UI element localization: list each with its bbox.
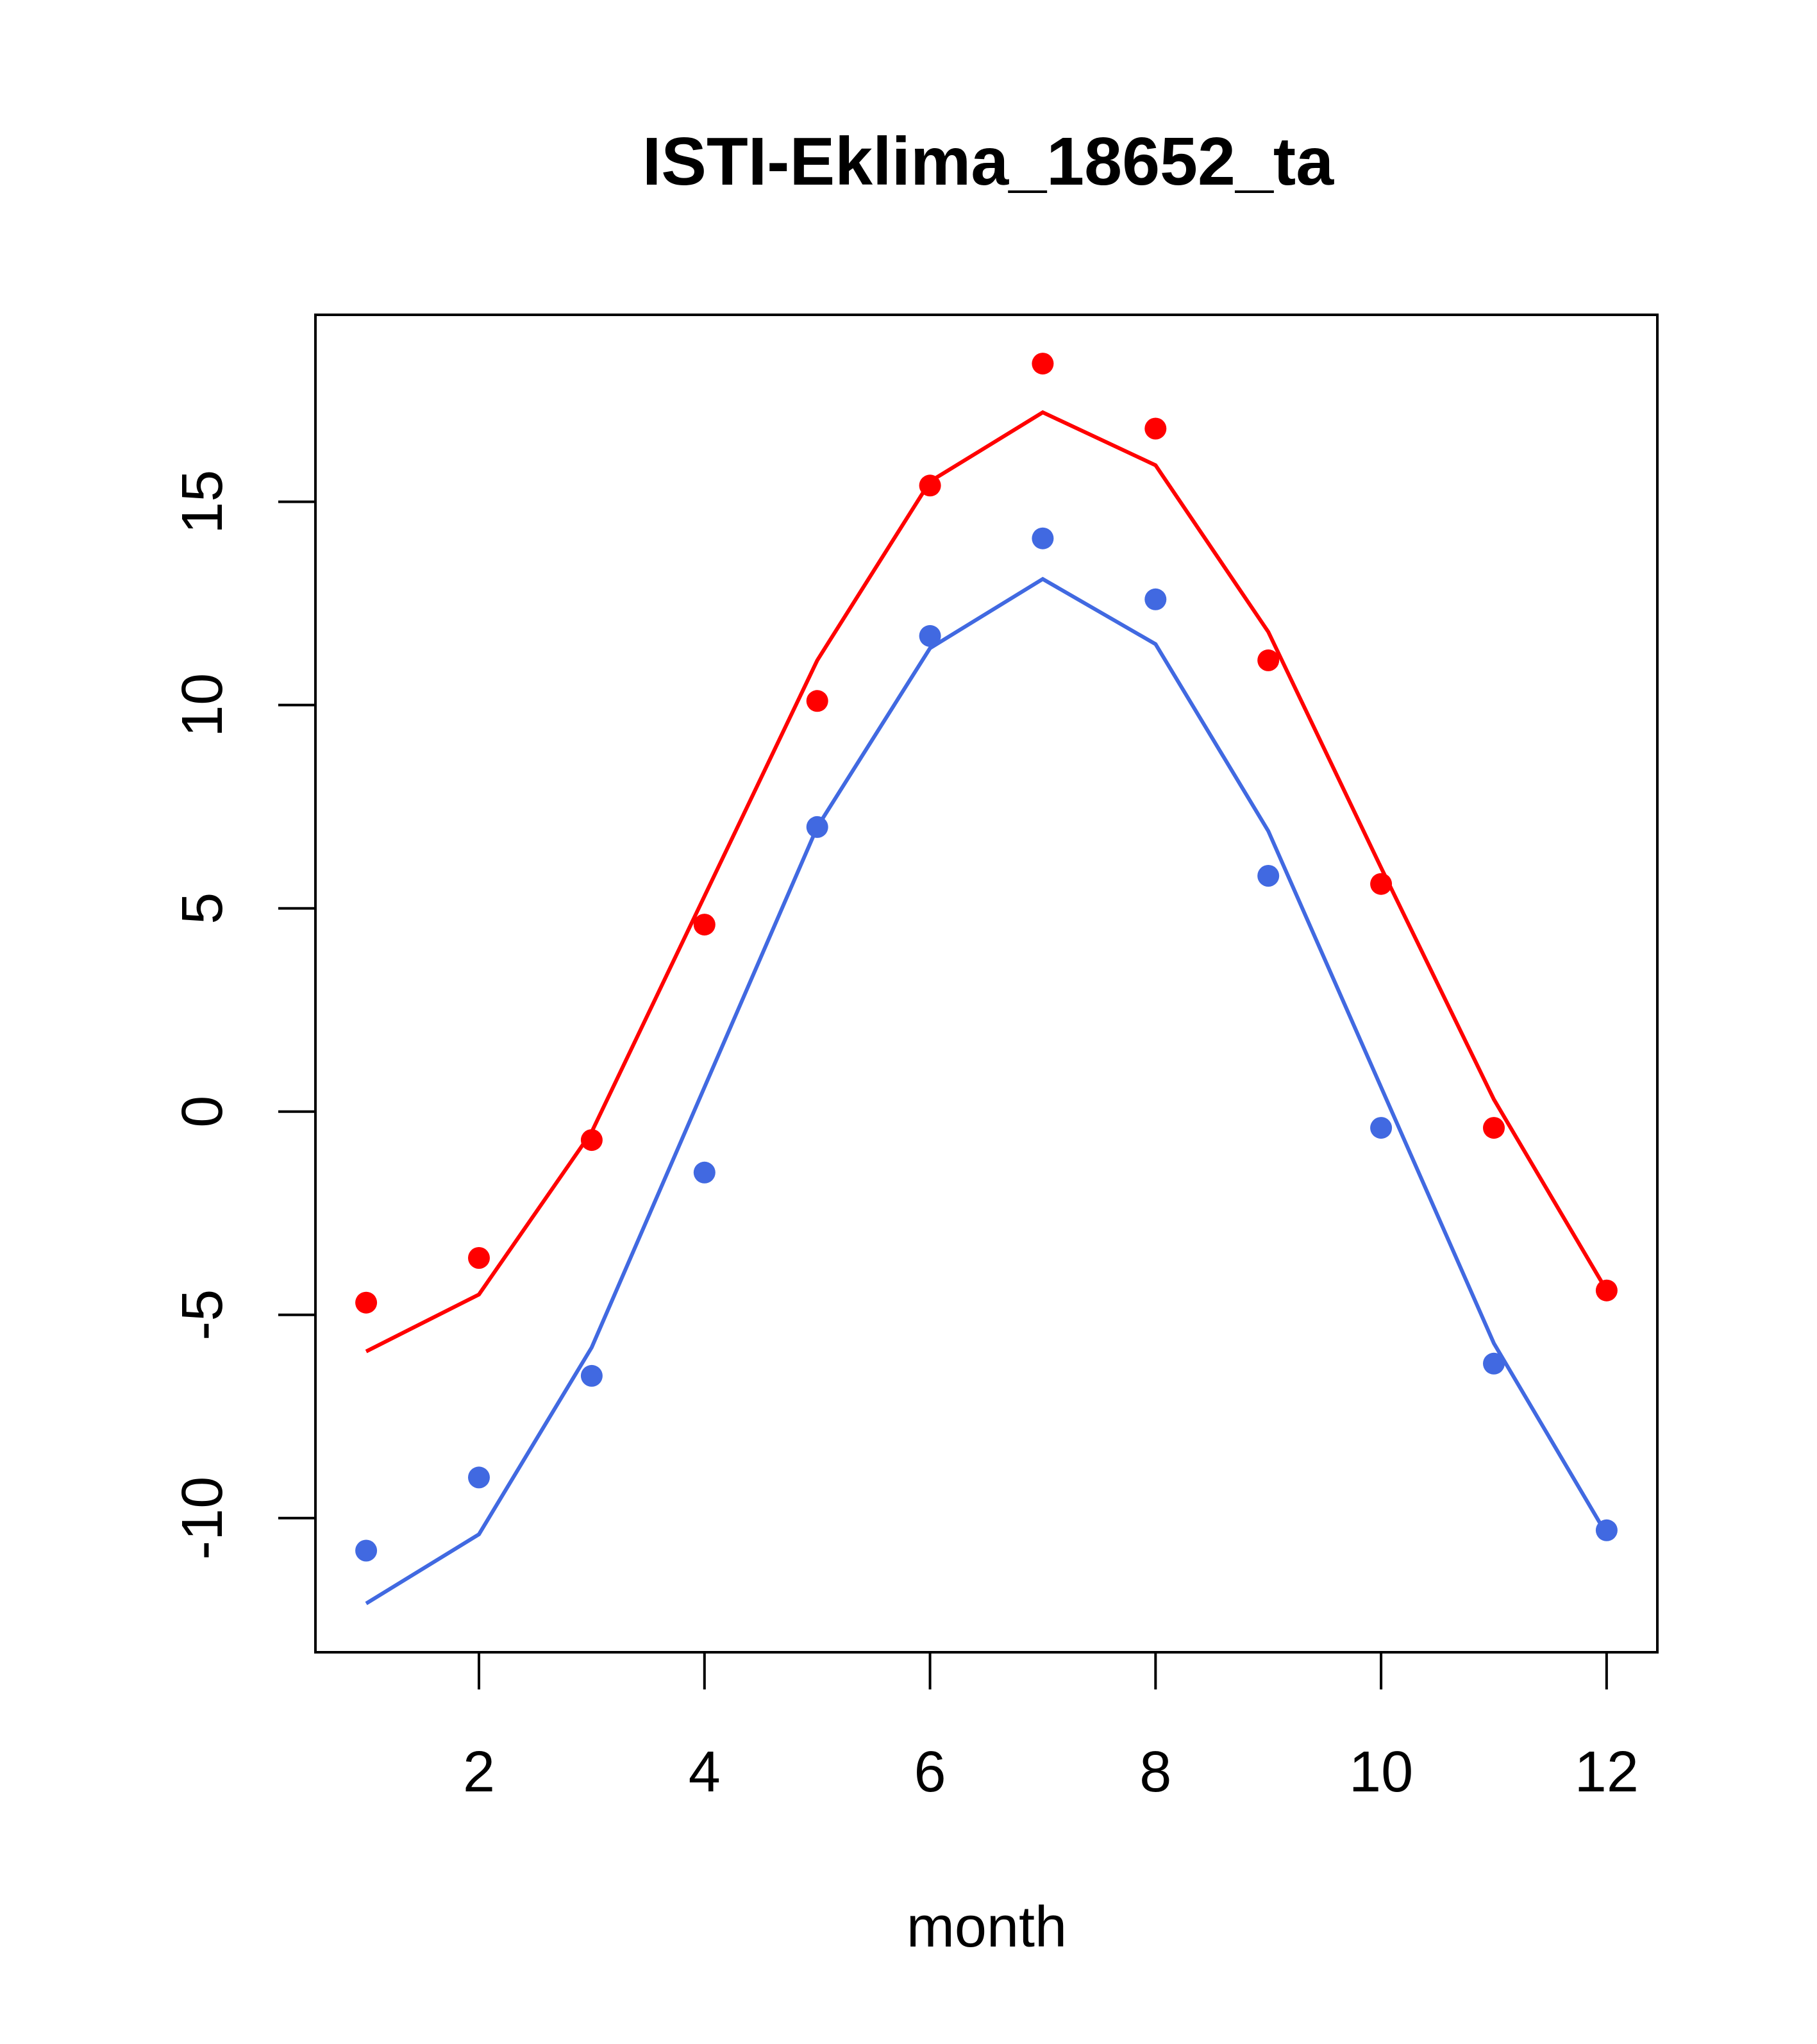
series-0-point (1483, 1117, 1505, 1139)
series-0-point (919, 474, 941, 497)
series-1-point (1032, 527, 1054, 549)
series-0-point (1370, 873, 1393, 895)
series-0-point (1257, 649, 1280, 671)
series-1-point (1483, 1352, 1505, 1375)
x-axis-label: month (907, 1895, 1067, 1959)
plot-frame (314, 314, 1659, 1654)
series-1-point (1144, 588, 1167, 610)
series-layer (355, 353, 1618, 1605)
series-1-point (919, 624, 941, 647)
series-1-point (355, 1539, 378, 1562)
series-0-point (693, 914, 716, 936)
series-0-point (355, 1291, 378, 1314)
y-tick-label: 10 (171, 673, 235, 737)
y-tick-label: 0 (171, 1096, 235, 1128)
y-tick-label: 5 (171, 892, 235, 925)
x-tick-label: 2 (463, 1740, 495, 1804)
series-1-point (1257, 865, 1280, 887)
series-1-point (693, 1161, 716, 1184)
chart-title: ISTI-Eklima_18652_ta (642, 124, 1334, 199)
series-0-point (1144, 417, 1167, 440)
series-1-point (468, 1466, 490, 1489)
x-axis: 2 4 6 8 10 12 (463, 1651, 1639, 1804)
x-tick-label: 10 (1349, 1740, 1413, 1804)
series-0-point (468, 1247, 490, 1269)
series-1-point (1595, 1519, 1618, 1541)
series-0-line (365, 410, 1609, 1353)
x-tick-label: 8 (1139, 1740, 1171, 1804)
series-0-point (580, 1129, 603, 1152)
x-tick-label: 6 (914, 1740, 946, 1804)
series-1-point (580, 1364, 603, 1387)
series-1-point (1370, 1117, 1393, 1139)
x-tick-label: 4 (689, 1740, 721, 1804)
y-axis: -10 -5 0 5 10 15 (171, 470, 317, 1560)
y-tick-label: 15 (171, 470, 235, 534)
x-tick-label: 12 (1575, 1740, 1639, 1804)
series-1-line (365, 576, 1609, 1605)
series-0-point (1595, 1279, 1618, 1302)
series-0-point (806, 690, 828, 712)
y-tick-label: -5 (171, 1289, 235, 1341)
series-1-point (806, 816, 828, 838)
y-tick-label: -10 (171, 1477, 235, 1560)
series-0-point (1032, 353, 1054, 375)
